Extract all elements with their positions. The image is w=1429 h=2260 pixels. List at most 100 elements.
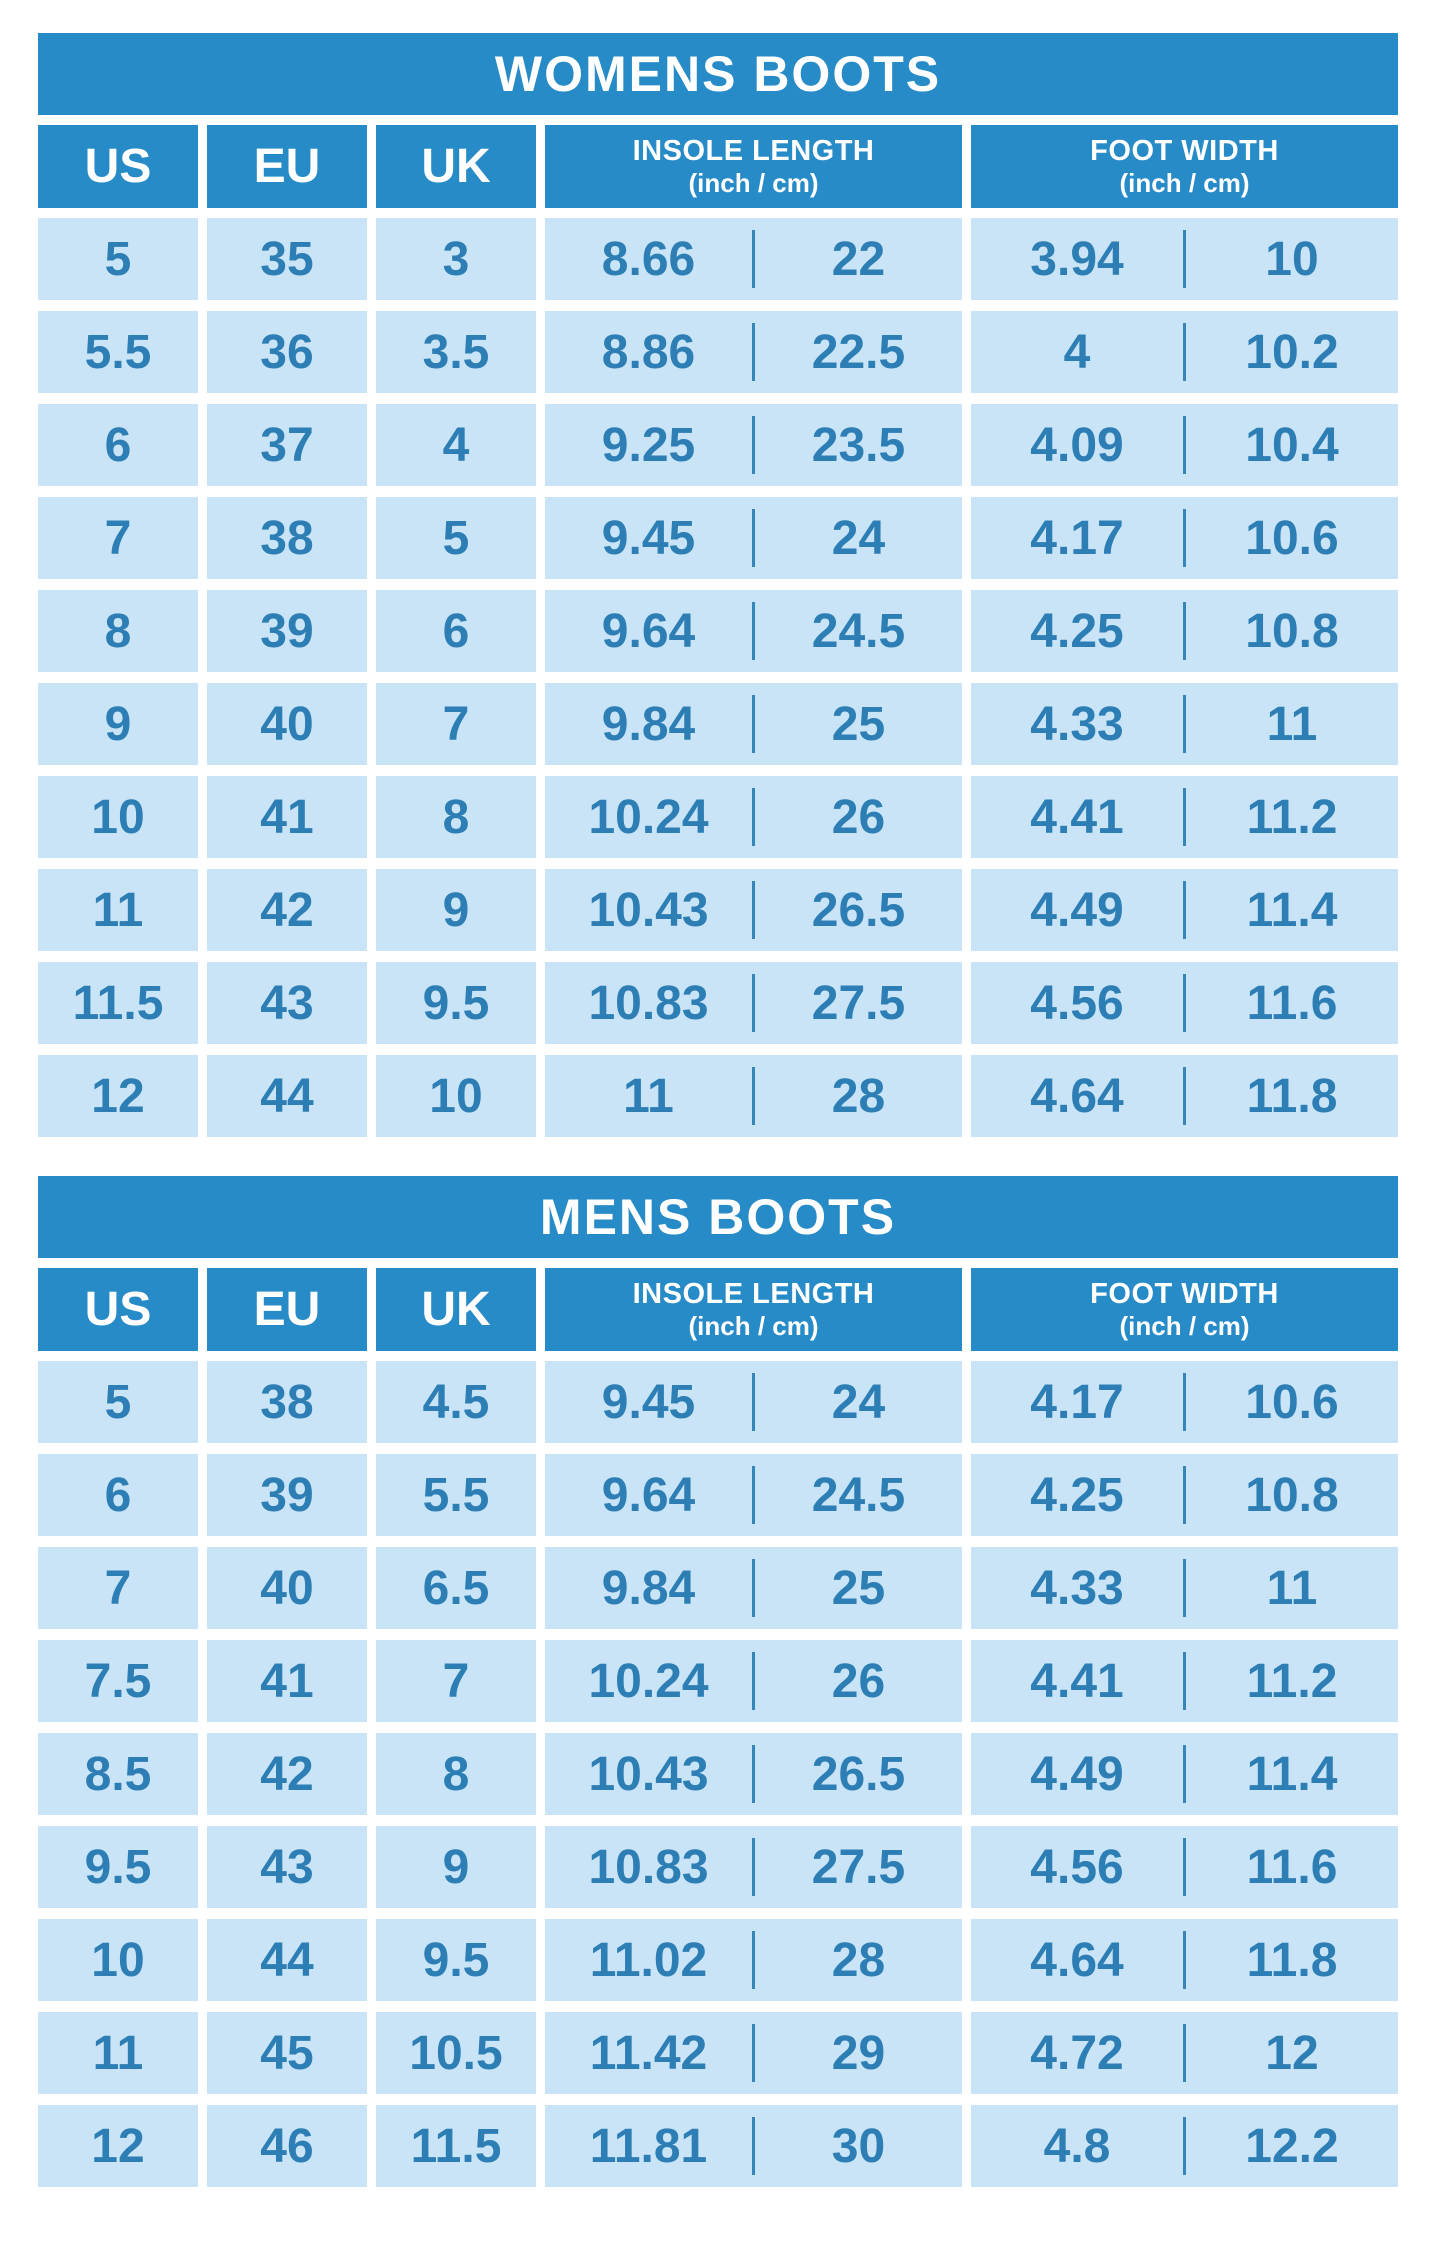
uk-size-cell: 3.5	[376, 311, 536, 393]
insole-length-cell: 8.66 22	[545, 218, 962, 300]
column-header-foot-width: FOOT WIDTH (inch / cm)	[971, 125, 1398, 208]
size-value: 10	[91, 790, 145, 844]
size-value: 8	[442, 1747, 470, 1801]
inch-value-half: 9.64	[545, 604, 752, 659]
column-header-foot-width: FOOT WIDTH (inch / cm)	[971, 1268, 1398, 1351]
inch-cm-divider	[752, 881, 755, 939]
foot-width-cell: 4.41 11.2	[971, 1640, 1398, 1722]
us-size-cell: 6	[38, 404, 198, 486]
eu-size-cell: 38	[207, 1361, 367, 1443]
size-value: 7.5	[84, 1654, 152, 1708]
uk-size-cell: 5	[376, 497, 536, 579]
eu-size-cell: 45	[207, 2012, 367, 2094]
size-value: 9	[104, 697, 132, 751]
size-value: 10	[429, 1069, 483, 1123]
cm-value: 26	[831, 1654, 886, 1708]
insole-length-cell: 10.43 26.5	[545, 1733, 962, 1815]
inch-value: 4.33	[1030, 697, 1124, 751]
column-header-label: EU	[253, 1283, 321, 1336]
size-value: 40	[260, 697, 314, 751]
foot-width-cell: 4.17 10.6	[971, 497, 1398, 579]
us-size-cell: 5.5	[38, 311, 198, 393]
size-value: 45	[260, 2026, 314, 2080]
size-value: 3	[442, 232, 470, 286]
insole-length-cell: 9.45 24	[545, 497, 962, 579]
column-header-uk: UK	[376, 125, 536, 208]
cm-value-half: 10.6	[1186, 1375, 1398, 1430]
cm-value: 11.4	[1246, 1747, 1338, 1801]
inch-cm-divider	[1183, 881, 1186, 939]
inch-value-half: 4.25	[971, 604, 1183, 659]
column-header-us: US	[38, 1268, 198, 1351]
insole-length-cell: 10.83 27.5	[545, 1826, 962, 1908]
inch-value: 11.42	[589, 2026, 708, 2080]
inch-value-half: 9.45	[545, 511, 752, 566]
cm-value-half: 25	[755, 1561, 962, 1616]
us-size-cell: 6	[38, 1454, 198, 1536]
inch-value-half: 9.25	[545, 418, 752, 473]
inch-value-half: 4.17	[971, 1375, 1183, 1430]
size-value: 5.5	[422, 1468, 490, 1522]
size-value: 42	[260, 883, 314, 937]
size-value: 41	[260, 1654, 314, 1708]
us-size-cell: 11	[38, 2012, 198, 2094]
inch-cm-divider	[1183, 2024, 1186, 2082]
size-value: 36	[260, 325, 314, 379]
insole-length-cell: 9.64 24.5	[545, 590, 962, 672]
table-row: 5 35 3 8.66 22 3.94 10	[38, 218, 1398, 300]
size-value: 9.5	[422, 1933, 490, 1987]
inch-value-half: 11.81	[545, 2119, 752, 2174]
inch-value: 10.43	[588, 1747, 709, 1801]
inch-cm-divider	[1183, 695, 1186, 753]
cm-value: 28	[831, 1069, 886, 1123]
eu-size-cell: 43	[207, 962, 367, 1044]
cm-value-half: 25	[755, 697, 962, 752]
inch-value: 4.25	[1030, 1468, 1124, 1522]
eu-size-cell: 37	[207, 404, 367, 486]
cm-value-half: 11.4	[1186, 883, 1398, 938]
size-value: 5	[104, 232, 132, 286]
inch-cm-divider	[1183, 1067, 1186, 1125]
column-header-row: US EU UK INSOLE LENGTH (inch / cm) FOOT WIDTH…	[38, 1268, 1398, 1351]
size-value: 12	[91, 1069, 145, 1123]
table-rows: 5 35 3 8.66 22 3.94 10 5.5 36 3.5 8.86 22.5 4 10.2 6 37…	[38, 218, 1398, 1137]
us-size-cell: 10	[38, 1919, 198, 2001]
size-value: 8	[442, 790, 470, 844]
table-row: 11 45 10.5 11.42 29 4.72 12	[38, 2012, 1398, 2094]
cm-value: 11	[1266, 1561, 1318, 1615]
inch-cm-divider	[1183, 1559, 1186, 1617]
cm-value-half: 27.5	[755, 976, 962, 1031]
cm-value: 10	[1265, 232, 1319, 286]
size-value: 11	[92, 2026, 144, 2080]
size-value: 38	[260, 1375, 314, 1429]
inch-cm-divider	[1183, 602, 1186, 660]
cm-value: 10.6	[1245, 511, 1339, 565]
size-value: 42	[260, 1747, 314, 1801]
table-row: 9.5 43 9 10.83 27.5 4.56 11.6	[38, 1826, 1398, 1908]
inch-value: 10.24	[588, 1654, 709, 1708]
inch-value-half: 4.41	[971, 790, 1183, 845]
inch-value-half: 4.41	[971, 1654, 1183, 1709]
table-rows: 5 38 4.5 9.45 24 4.17 10.6 6 39 5.5 9.64 24.5 4.25 10…	[38, 1361, 1398, 2187]
eu-size-cell: 41	[207, 1640, 367, 1722]
inch-value-half: 4.8	[971, 2119, 1183, 2174]
insole-length-cell: 11.81 30	[545, 2105, 962, 2187]
cm-value-half: 26	[755, 1654, 962, 1709]
insole-length-cell: 10.43 26.5	[545, 869, 962, 951]
table-row: 5 38 4.5 9.45 24 4.17 10.6	[38, 1361, 1398, 1443]
cm-value: 23.5	[811, 418, 906, 472]
size-value: 38	[260, 511, 314, 565]
inch-value-half: 11.42	[545, 2026, 752, 2081]
inch-value: 9.64	[601, 1468, 696, 1522]
cm-value-half: 11.6	[1186, 976, 1398, 1031]
inch-cm-divider	[1183, 509, 1186, 567]
inch-value: 4.17	[1030, 1375, 1124, 1429]
eu-size-cell: 43	[207, 1826, 367, 1908]
foot-width-cell: 4.64 11.8	[971, 1055, 1398, 1137]
inch-cm-divider	[752, 1559, 755, 1617]
cm-value-half: 23.5	[755, 418, 962, 473]
inch-value-half: 10.24	[545, 790, 752, 845]
uk-size-cell: 8	[376, 1733, 536, 1815]
inch-cm-divider	[752, 2117, 755, 2175]
cm-value: 24	[831, 1375, 886, 1429]
